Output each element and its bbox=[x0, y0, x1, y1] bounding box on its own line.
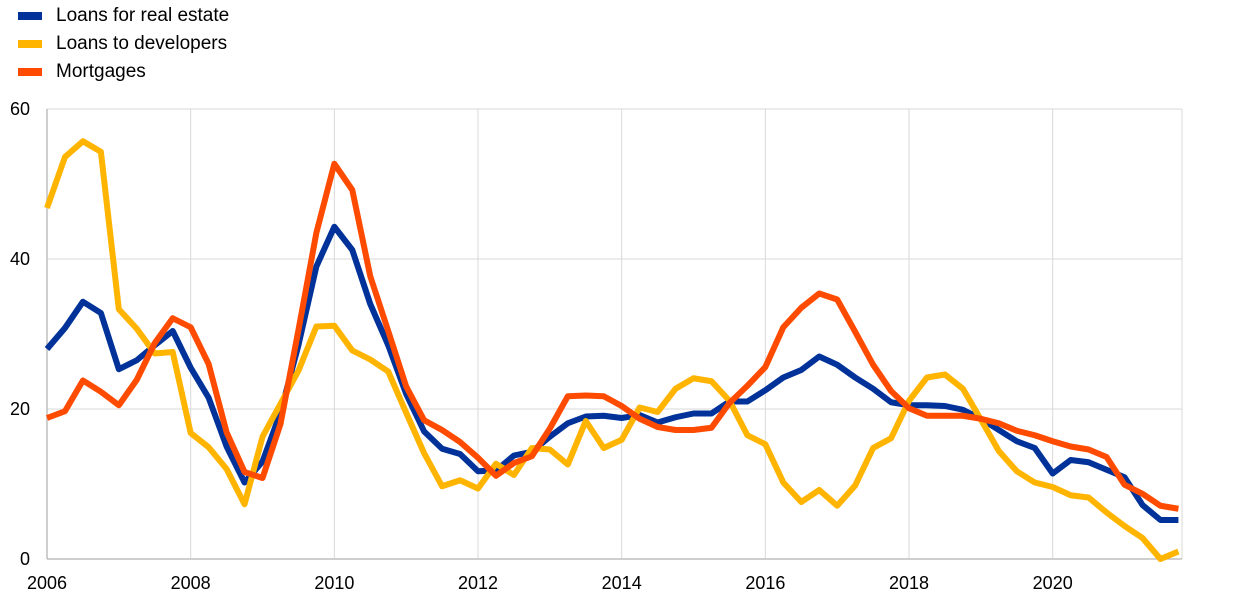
tick-labels: 2006 2008 2010 2012 2014 2016 2018 2020 0 20 40 60 bbox=[10, 99, 1073, 593]
x-tick-label: 2018 bbox=[889, 573, 929, 593]
legend-item-mortgages: Mortgages bbox=[18, 58, 229, 86]
axes bbox=[46, 109, 1182, 560]
legend-item-loans-developers: Loans to developers bbox=[18, 30, 229, 58]
series-lines bbox=[44, 138, 1180, 562]
x-tick-label: 2006 bbox=[27, 573, 67, 593]
x-tick-label: 2008 bbox=[171, 573, 211, 593]
legend-swatch-mortgages bbox=[18, 68, 42, 76]
y-tick-label: 60 bbox=[10, 99, 30, 119]
series-line-mortgages bbox=[45, 160, 1179, 512]
legend-label-mortgages: Mortgages bbox=[56, 61, 146, 82]
series-line-loans-developers bbox=[44, 138, 1180, 562]
legend-item-loans-real-estate: Loans for real estate bbox=[18, 2, 229, 30]
x-tick-label: 2016 bbox=[745, 573, 785, 593]
y-tick-label: 40 bbox=[10, 249, 30, 269]
legend-label-loans-developers: Loans to developers bbox=[56, 33, 228, 54]
y-tick-label: 20 bbox=[10, 399, 30, 419]
x-tick-label: 2010 bbox=[314, 573, 354, 593]
series-line-loans-real-estate bbox=[44, 223, 1179, 523]
legend-swatch-loans-real-estate bbox=[18, 12, 42, 20]
x-tick-label: 2020 bbox=[1033, 573, 1073, 593]
x-tick-label: 2014 bbox=[602, 573, 642, 593]
legend-label-loans-real-estate: Loans for real estate bbox=[56, 5, 230, 26]
x-tick-label: 2012 bbox=[458, 573, 498, 593]
legend-swatch-loans-developers bbox=[18, 40, 42, 48]
chart-legend: Loans for real estate Loans to developer… bbox=[18, 2, 229, 86]
y-tick-label: 0 bbox=[20, 549, 30, 569]
grid-lines bbox=[46, 108, 1183, 559]
